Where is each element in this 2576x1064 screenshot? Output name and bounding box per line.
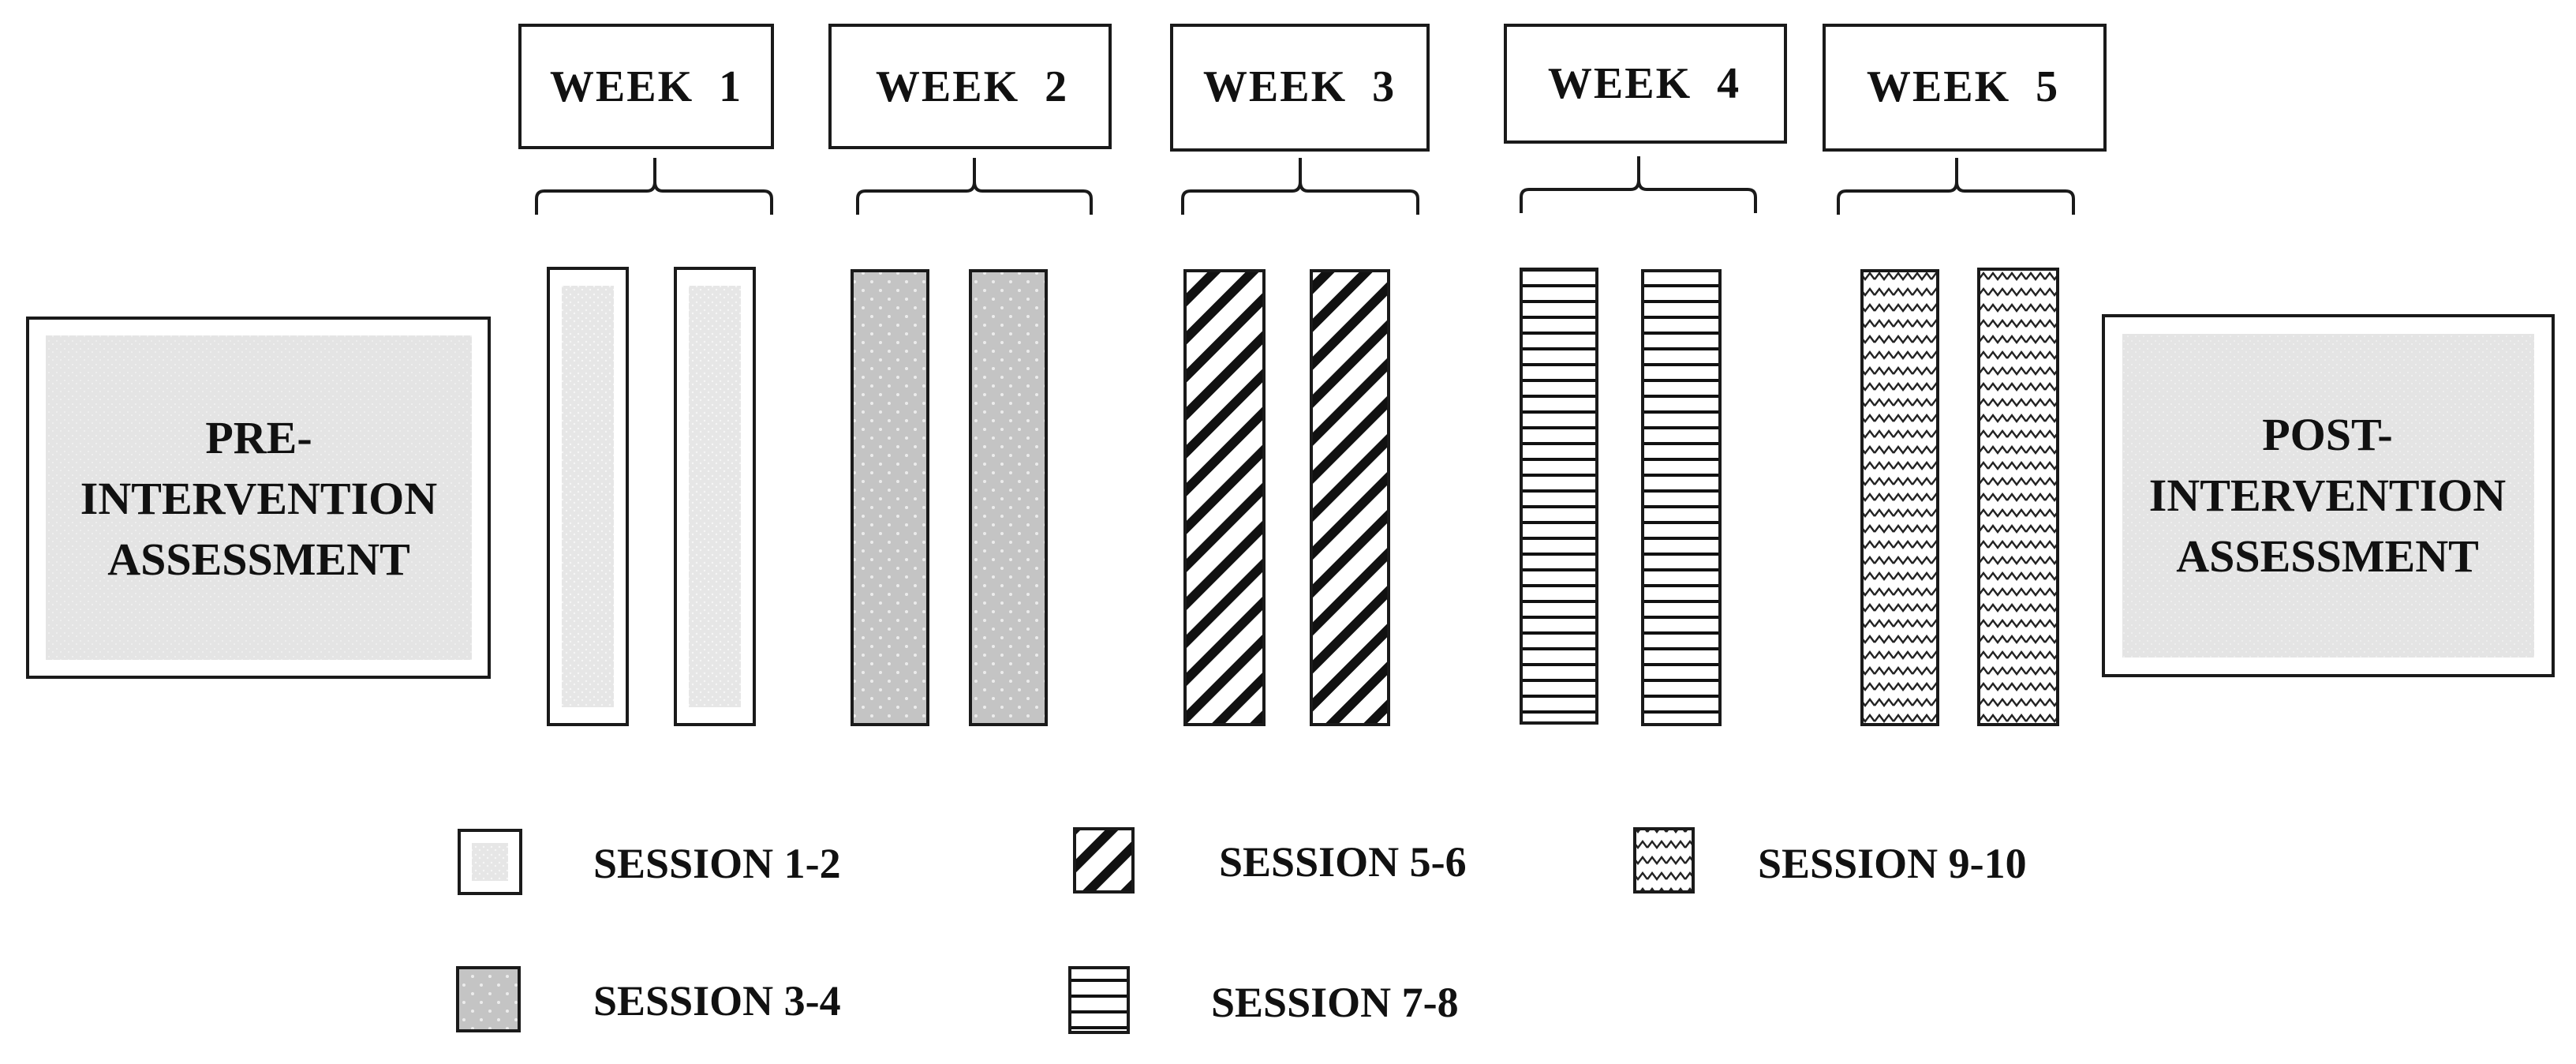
week-1-box [518, 24, 774, 149]
week-3-session-bar-1 [1183, 269, 1266, 726]
post-assessment-label-line-2: INTERVENTION [2149, 470, 2507, 521]
pre-intervention-assessment: PRE- INTERVENTION ASSESSMENT [26, 317, 491, 679]
post-assessment-label-line-1: POST- [2262, 409, 2392, 460]
week-4-brace [1520, 156, 1757, 213]
week-2-group: WEEK 2 [828, 24, 1112, 726]
pre-assessment-label-line-1: PRE- [205, 412, 312, 463]
pre-assessment-label-line-3: ASSESSMENT [107, 534, 410, 585]
legend-label-session-3-4: SESSION 3-4 [593, 977, 841, 1025]
legend-item-session-5-6: SESSION 5-6 [1073, 827, 1467, 894]
week-5-session-bar-2 [1977, 268, 2059, 726]
pre-assessment-label-line-2: INTERVENTION [80, 473, 438, 524]
legend-item-session-9-10: SESSION 9-10 [1633, 827, 2027, 894]
week-5-box [1823, 24, 2107, 152]
week-4-session-bar-1 [1520, 268, 1598, 725]
week-3-brace [1181, 158, 1419, 215]
legend-item-session-7-8: SESSION 7-8 [1068, 966, 1459, 1034]
legend-label-session-5-6: SESSION 5-6 [1219, 838, 1467, 886]
legend-swatch-session-3-4 [456, 966, 521, 1032]
legend: SESSION 1-2 SESSION 3-4 SESSION 5-6 SESS… [456, 827, 2027, 1034]
week-2-session-bar-1 [851, 269, 929, 726]
week-2-brace [856, 158, 1093, 215]
legend-label-session-7-8: SESSION 7-8 [1211, 979, 1459, 1026]
legend-swatch-session-5-6 [1073, 827, 1135, 894]
week-4-label: WEEK 4 [1548, 59, 1740, 108]
week-3-box [1170, 24, 1430, 152]
week-4-session-bar-2 [1641, 269, 1722, 726]
post-intervention-assessment: POST- INTERVENTION ASSESSMENT [2102, 314, 2555, 677]
legend-label-session-1-2: SESSION 1-2 [593, 840, 841, 887]
week-5-label: WEEK 5 [1867, 62, 2059, 111]
legend-item-session-3-4: SESSION 3-4 [456, 966, 841, 1032]
week-2-box [828, 24, 1112, 149]
week-2-label: WEEK 2 [876, 62, 1068, 111]
legend-item-session-1-2: SESSION 1-2 [458, 829, 841, 895]
week-1-brace [535, 158, 773, 215]
week-3-label: WEEK 3 [1203, 62, 1396, 111]
week-5-brace [1837, 158, 2075, 215]
week-1-group: WEEK 1 [518, 24, 774, 726]
week-5-group: WEEK 5 [1823, 24, 2107, 726]
week-2-session-bar-2 [969, 269, 1048, 726]
week-4-box [1504, 24, 1787, 144]
post-assessment-label-line-3: ASSESSMENT [2176, 530, 2479, 582]
legend-swatch-session-7-8 [1068, 966, 1130, 1034]
week-3-session-bar-2 [1310, 269, 1390, 726]
legend-label-session-9-10: SESSION 9-10 [1758, 840, 2027, 887]
week-3-group: WEEK 3 [1170, 24, 1430, 726]
legend-swatch-session-9-10 [1633, 827, 1695, 894]
week-4-group: WEEK 4 [1504, 24, 1787, 726]
week-5-session-bar-1 [1860, 269, 1939, 726]
week-1-label: WEEK 1 [550, 62, 742, 111]
